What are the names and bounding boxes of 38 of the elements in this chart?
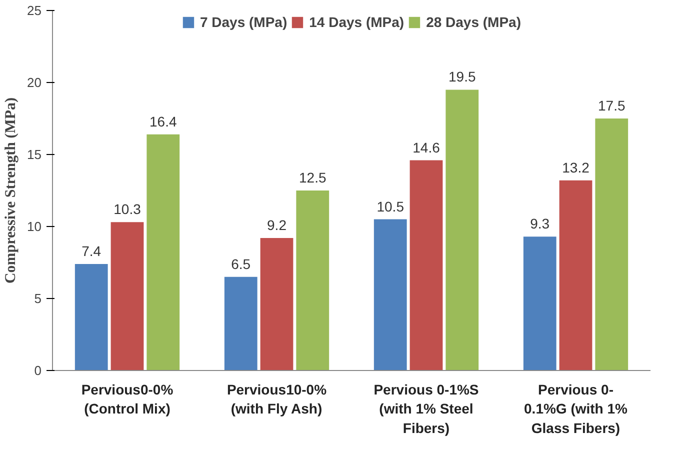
bar bbox=[595, 118, 628, 370]
y-tick-label: 20 bbox=[27, 75, 42, 90]
x-tick-label: Pervious0-0% (Control Mix) bbox=[81, 382, 174, 417]
bar bbox=[224, 276, 258, 370]
bar bbox=[110, 222, 144, 370]
legend-label: 28 Days (MPa) bbox=[426, 14, 522, 30]
y-tick-label: 15 bbox=[27, 147, 42, 162]
x-tick-label: Pervious 0- 0.1%G (with 1% Glass Fibers) bbox=[524, 382, 628, 436]
x-tick-label: Pervious10-0% (with Fly Ash) bbox=[226, 382, 328, 417]
bar bbox=[523, 236, 556, 370]
data-label: 9.3 bbox=[530, 216, 550, 232]
bar bbox=[410, 160, 443, 370]
data-label: 10.5 bbox=[376, 198, 404, 214]
bar bbox=[296, 190, 330, 370]
data-label: 13.2 bbox=[562, 159, 590, 176]
bar bbox=[146, 134, 180, 370]
data-label: 9.2 bbox=[267, 217, 287, 234]
data-label: 19.5 bbox=[448, 68, 476, 85]
bar bbox=[374, 219, 407, 370]
data-label: 12.5 bbox=[299, 170, 326, 186]
data-label: 7.4 bbox=[82, 242, 102, 259]
x-tick-label: Pervious 0-1%S (with 1% Steel Fibers) bbox=[374, 382, 479, 436]
data-label: 14.6 bbox=[412, 139, 440, 156]
bar bbox=[74, 264, 108, 370]
data-label: 16.4 bbox=[150, 113, 177, 130]
legend-label: 14 Days (MPa) bbox=[309, 14, 404, 30]
bar bbox=[559, 180, 592, 370]
bar bbox=[446, 90, 479, 370]
data-label: 6.5 bbox=[231, 256, 251, 272]
y-tick-label: 25 bbox=[27, 3, 42, 18]
y-tick-label: 10 bbox=[27, 219, 42, 234]
bar bbox=[260, 238, 294, 370]
y-axis-title: Compressive Strength (MPa) bbox=[3, 97, 20, 284]
y-tick-label: 0 bbox=[34, 363, 42, 378]
data-label: 10.3 bbox=[114, 201, 142, 218]
y-tick-label: 5 bbox=[34, 291, 42, 306]
legend-label: 7 Days (MPa) bbox=[200, 14, 288, 30]
data-label: 17.5 bbox=[598, 98, 626, 114]
